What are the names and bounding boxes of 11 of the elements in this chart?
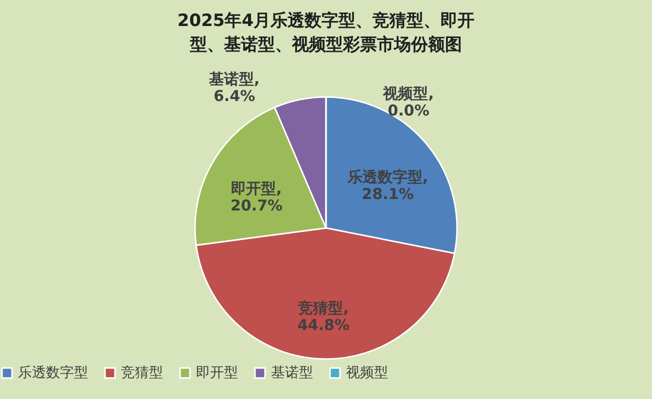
data-label: 基诺型, 6.4% [208,70,260,105]
data-label: 竞猜型, 44.8% [297,298,350,334]
legend-label: 乐透数字型 [18,365,88,381]
data-label: 乐透数字型, 28.1% [346,168,428,204]
legend-label: 竞猜型 [121,365,163,381]
text: 视频型, 0.0% [383,84,434,120]
legend-label: 即开型 [196,365,238,381]
data-label: 即开型, 20.7% [230,179,283,214]
legend-label: 视频型 [346,365,388,381]
chart-title: 2025年4月乐透数字型、竞猜型、即开型、基诺型、视频型彩票市场份额图 [177,11,475,55]
legend-label: 基诺型 [271,365,313,381]
